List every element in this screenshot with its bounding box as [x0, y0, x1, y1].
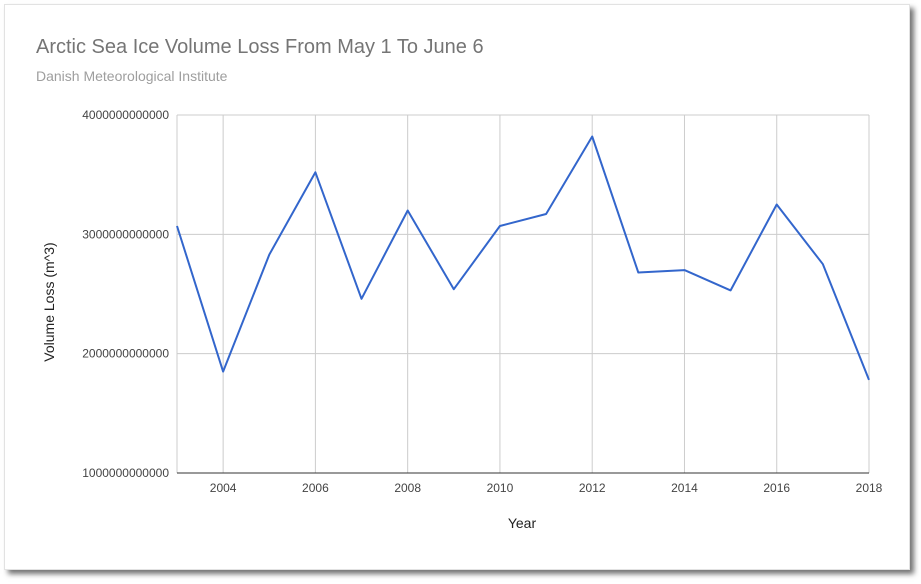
y-axis-title: Volume Loss (m^3)	[41, 242, 57, 361]
y-tick-label: 2000000000000	[82, 347, 169, 361]
x-tick-label: 2012	[579, 481, 606, 495]
y-axis-ticks: 1000000000000 2000000000000 3000000000000 4…	[82, 108, 169, 480]
chart-card	[4, 4, 910, 570]
x-tick-label: 2016	[763, 481, 790, 495]
series-line-0	[176, 135, 870, 381]
chart-title: Arctic Sea Ice Volume Loss From May 1 To…	[36, 36, 484, 58]
x-axis-title: Year	[508, 515, 537, 531]
y-tick-label: 1000000000000	[82, 466, 169, 480]
chart-subtitle: Danish Meteorological Institute	[36, 68, 228, 84]
x-tick-label: 2008	[394, 481, 421, 495]
x-tick-label: 2010	[487, 481, 514, 495]
gridlines	[176, 114, 870, 474]
x-tick-label: 2014	[671, 481, 698, 495]
y-tick-label: 4000000000000	[82, 108, 169, 122]
x-axis-ticks: 2004 2006 2008 2010 2012 2014 2016 2018	[210, 481, 883, 495]
y-tick-label: 3000000000000	[82, 227, 169, 241]
x-tick-label: 2018	[856, 481, 883, 495]
x-tick-label: 2006	[302, 481, 329, 495]
x-tick-label: 2004	[210, 481, 237, 495]
series-group	[176, 135, 870, 381]
